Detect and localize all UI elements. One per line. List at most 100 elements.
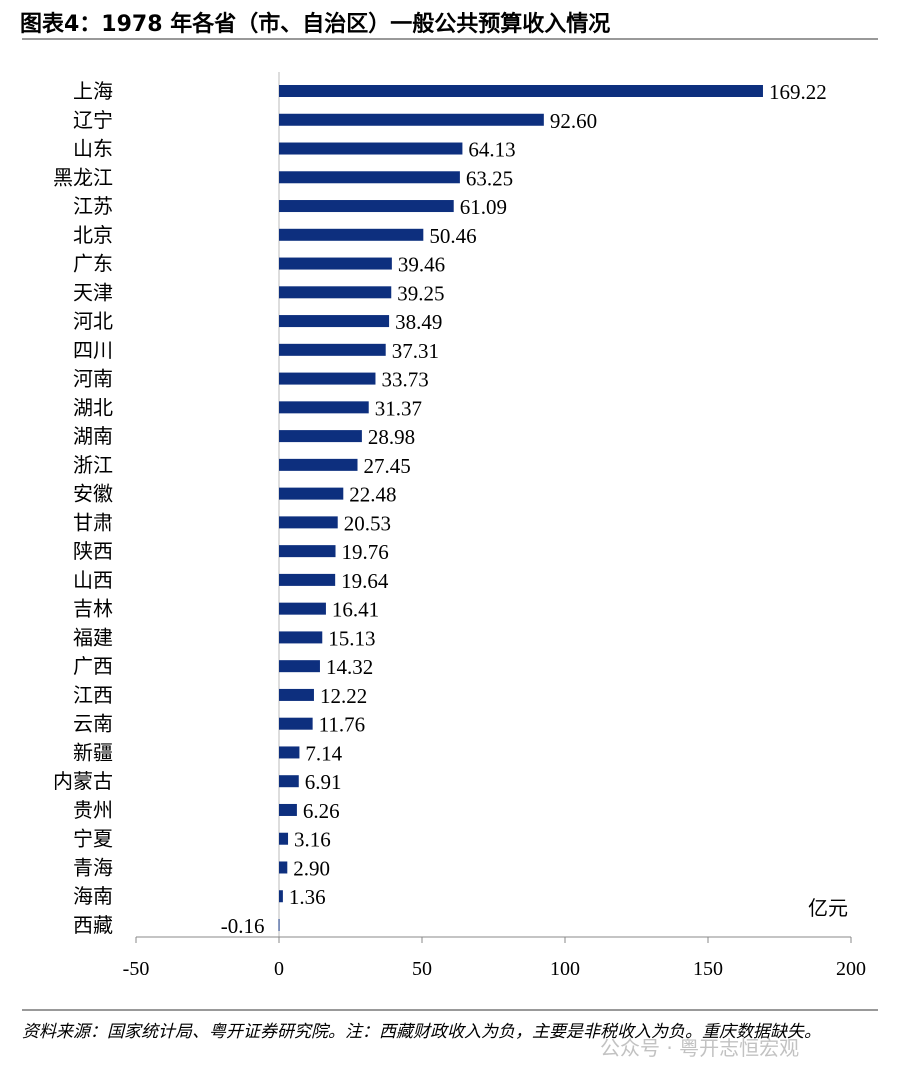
category-label: 辽宁 bbox=[73, 108, 113, 132]
category-label: 河北 bbox=[73, 309, 113, 333]
data-label: 7.14 bbox=[305, 741, 342, 765]
bar bbox=[279, 487, 344, 500]
category-label: 天津 bbox=[73, 280, 113, 304]
bar bbox=[279, 142, 463, 155]
data-label: 31.37 bbox=[375, 396, 422, 420]
data-label: 50.46 bbox=[429, 224, 476, 248]
category-label: 山西 bbox=[73, 568, 113, 592]
category-label: 上海 bbox=[73, 79, 113, 103]
title-divider bbox=[22, 38, 878, 40]
category-label: 山东 bbox=[73, 137, 113, 161]
bar bbox=[279, 545, 336, 558]
chart-title: 图表4：1978 年各省（市、自治区）一般公共预算收入情况 bbox=[20, 12, 611, 37]
bar bbox=[279, 602, 326, 615]
category-label: 青海 bbox=[73, 855, 113, 879]
data-label: 6.26 bbox=[303, 799, 340, 823]
bar bbox=[279, 228, 424, 241]
category-label: 黑龙江 bbox=[53, 165, 113, 189]
data-label: 169.22 bbox=[769, 80, 827, 104]
x-tick-label: 50 bbox=[412, 958, 432, 980]
bar bbox=[279, 688, 314, 701]
bar bbox=[279, 803, 297, 816]
bar bbox=[279, 717, 313, 730]
data-label: 64.13 bbox=[468, 138, 515, 162]
bar bbox=[279, 832, 289, 845]
x-tick-label: 0 bbox=[274, 958, 284, 980]
data-label: 22.48 bbox=[349, 483, 396, 507]
bar bbox=[279, 113, 544, 126]
category-label: 广西 bbox=[73, 654, 113, 678]
category-label: 福建 bbox=[73, 625, 113, 649]
category-label: 甘肃 bbox=[73, 510, 113, 534]
data-label: 1.36 bbox=[289, 885, 326, 909]
x-tick-label: 150 bbox=[693, 958, 723, 980]
bar bbox=[279, 573, 336, 586]
data-label: 33.73 bbox=[381, 368, 428, 392]
data-label: 20.53 bbox=[344, 511, 391, 535]
bar bbox=[279, 631, 323, 644]
footer-divider bbox=[22, 1009, 878, 1011]
bar bbox=[278, 919, 280, 931]
bar bbox=[279, 286, 392, 299]
data-label: 15.13 bbox=[328, 626, 375, 650]
bar bbox=[279, 746, 300, 759]
bar bbox=[279, 890, 283, 903]
watermark: 公众号 · 粤开志恒宏观 bbox=[600, 1036, 800, 1060]
data-label: 63.25 bbox=[466, 166, 513, 190]
data-label: 38.49 bbox=[395, 310, 442, 334]
category-label: 四川 bbox=[73, 338, 113, 362]
category-label: 安徽 bbox=[73, 482, 113, 506]
data-label: 27.45 bbox=[364, 454, 411, 478]
data-label: 61.09 bbox=[460, 195, 507, 219]
category-label: 北京 bbox=[73, 223, 113, 247]
x-tick-label: -50 bbox=[123, 958, 150, 980]
category-label: 新疆 bbox=[73, 740, 113, 764]
bar bbox=[279, 430, 362, 443]
bar bbox=[279, 516, 338, 529]
category-label: 吉林 bbox=[73, 597, 113, 621]
category-label: 云南 bbox=[73, 712, 113, 736]
category-label: 湖南 bbox=[73, 424, 113, 448]
bar bbox=[279, 315, 390, 328]
category-label: 湖北 bbox=[73, 395, 113, 419]
bar bbox=[279, 372, 376, 385]
data-label: -0.16 bbox=[221, 914, 265, 938]
data-label: 14.32 bbox=[326, 655, 373, 679]
category-label: 海南 bbox=[73, 884, 113, 908]
data-label: 28.98 bbox=[368, 425, 415, 449]
data-label: 2.90 bbox=[293, 856, 330, 880]
data-label: 12.22 bbox=[320, 684, 367, 708]
data-label: 16.41 bbox=[332, 598, 379, 622]
data-label: 39.25 bbox=[397, 281, 444, 305]
category-label: 陕西 bbox=[73, 539, 113, 563]
data-label: 3.16 bbox=[294, 828, 331, 852]
source-note: 资料来源：国家统计局、粤开证券研究院。注：西藏财政收入为负，主要是非税收入为负。… bbox=[22, 1022, 821, 1042]
category-label: 内蒙古 bbox=[53, 769, 113, 793]
data-label: 19.76 bbox=[342, 540, 389, 564]
bar bbox=[279, 200, 454, 213]
category-label: 西藏 bbox=[73, 913, 113, 937]
x-tick-label: 200 bbox=[836, 958, 866, 980]
category-label: 江苏 bbox=[73, 194, 113, 218]
data-label: 6.91 bbox=[305, 770, 342, 794]
bar bbox=[279, 343, 386, 356]
bar bbox=[279, 660, 320, 673]
data-label: 19.64 bbox=[341, 569, 389, 593]
bar bbox=[279, 458, 358, 471]
bar bbox=[279, 257, 392, 270]
bar bbox=[279, 171, 460, 184]
category-label: 贵州 bbox=[73, 798, 113, 822]
category-label: 河南 bbox=[73, 367, 113, 391]
category-label: 广东 bbox=[73, 252, 113, 276]
category-label: 宁夏 bbox=[73, 827, 113, 851]
category-label: 江西 bbox=[73, 683, 113, 707]
unit-label: 亿元 bbox=[808, 897, 848, 920]
bar-chart: -50 0 50 100 150 200 亿元 上海 169.22 辽宁 92.60 山东 64.13 黑… bbox=[53, 72, 866, 980]
bar bbox=[279, 85, 763, 97]
bar bbox=[279, 775, 299, 788]
data-label: 92.60 bbox=[550, 109, 597, 133]
data-label: 39.46 bbox=[398, 253, 445, 277]
category-label: 浙江 bbox=[73, 453, 113, 477]
bar bbox=[279, 401, 369, 414]
x-tick-label: 100 bbox=[550, 958, 580, 980]
